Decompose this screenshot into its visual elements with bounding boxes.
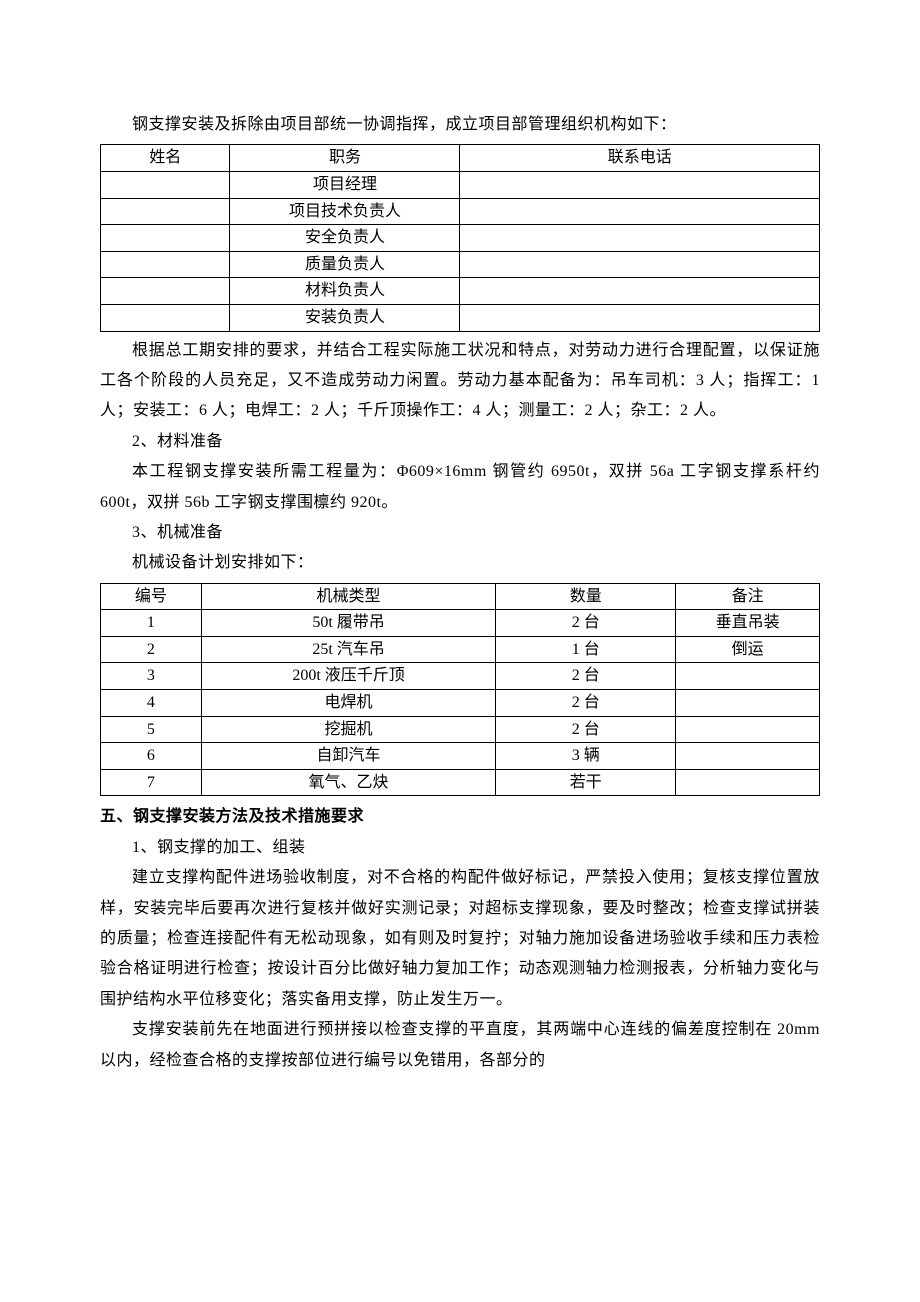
section5-p2: 支撑安装前先在地面进行预拼接以检查支撑的平直度，其两端中心连线的偏差度控制在 2… [100, 1015, 820, 1076]
section5-p1: 建立支撑构配件进场验收制度，对不合格的构配件做好标记，严禁投入使用；复核支撑位置… [100, 863, 820, 1015]
table2-header-no: 编号 [101, 583, 202, 610]
org-table: 姓名 职务 联系电话 项目经理 项目技术负责人 安全负责人 质量负责人 材料负责… [100, 144, 820, 331]
cell: 2 台 [496, 610, 676, 637]
table-row: 1 50t 履带吊 2 台 垂直吊装 [101, 610, 820, 637]
cell: 自卸汽车 [201, 743, 496, 770]
cell [676, 716, 820, 743]
cell: 2 [101, 636, 202, 663]
table1-header-position: 职务 [230, 145, 460, 172]
cell: 电焊机 [201, 690, 496, 717]
cell: 2 台 [496, 690, 676, 717]
cell [460, 304, 820, 331]
cell: 2 台 [496, 663, 676, 690]
sub3-title: 3、机械准备 [100, 518, 820, 548]
sub2-title: 2、材料准备 [100, 427, 820, 457]
table-row: 安全负责人 [101, 225, 820, 252]
section5-sub1: 1、钢支撑的加工、组装 [100, 833, 820, 863]
cell: 安装负责人 [230, 304, 460, 331]
table2-header-note: 备注 [676, 583, 820, 610]
cell: 50t 履带吊 [201, 610, 496, 637]
table-row: 项目技术负责人 [101, 198, 820, 225]
cell [101, 225, 230, 252]
section5-title: 五、钢支撑安装方法及技术措施要求 [100, 802, 820, 832]
cell: 25t 汽车吊 [201, 636, 496, 663]
cell: 质量负责人 [230, 251, 460, 278]
cell [676, 743, 820, 770]
cell: 1 台 [496, 636, 676, 663]
table-row: 安装负责人 [101, 304, 820, 331]
cell: 垂直吊装 [676, 610, 820, 637]
cell: 200t 液压千斤顶 [201, 663, 496, 690]
cell [101, 171, 230, 198]
table1-header-name: 姓名 [101, 145, 230, 172]
cell [460, 278, 820, 305]
cell [676, 690, 820, 717]
table-row: 项目经理 [101, 171, 820, 198]
sub3-text: 机械设备计划安排如下： [100, 548, 820, 578]
cell: 4 [101, 690, 202, 717]
intro-text: 钢支撑安装及拆除由项目部统一协调指挥，成立项目部管理组织机构如下： [100, 110, 820, 140]
cell [676, 769, 820, 796]
cell [101, 198, 230, 225]
sub2-text: 本工程钢支撑安装所需工程量为：Φ609×16mm 钢管约 6950t，双拼 56… [100, 457, 820, 518]
cell: 3 [101, 663, 202, 690]
cell [460, 251, 820, 278]
cell [460, 198, 820, 225]
cell: 挖掘机 [201, 716, 496, 743]
cell: 安全负责人 [230, 225, 460, 252]
table-row: 5 挖掘机 2 台 [101, 716, 820, 743]
cell: 项目技术负责人 [230, 198, 460, 225]
cell: 倒运 [676, 636, 820, 663]
table2-header-qty: 数量 [496, 583, 676, 610]
table-row: 材料负责人 [101, 278, 820, 305]
cell: 2 台 [496, 716, 676, 743]
cell [101, 304, 230, 331]
cell [460, 171, 820, 198]
cell: 若干 [496, 769, 676, 796]
labor-paragraph: 根据总工期安排的要求，并结合工程实际施工状况和特点，对劳动力进行合理配置，以保证… [100, 336, 820, 427]
table1-header-phone: 联系电话 [460, 145, 820, 172]
table-row: 3 200t 液压千斤顶 2 台 [101, 663, 820, 690]
cell: 材料负责人 [230, 278, 460, 305]
cell: 6 [101, 743, 202, 770]
table-row: 4 电焊机 2 台 [101, 690, 820, 717]
machinery-table: 编号 机械类型 数量 备注 1 50t 履带吊 2 台 垂直吊装 2 25t 汽… [100, 583, 820, 797]
cell: 3 辆 [496, 743, 676, 770]
table2-header-type: 机械类型 [201, 583, 496, 610]
cell [101, 251, 230, 278]
cell: 7 [101, 769, 202, 796]
cell: 项目经理 [230, 171, 460, 198]
cell: 氧气、乙炔 [201, 769, 496, 796]
cell [101, 278, 230, 305]
table-row: 2 25t 汽车吊 1 台 倒运 [101, 636, 820, 663]
cell: 1 [101, 610, 202, 637]
table-row: 6 自卸汽车 3 辆 [101, 743, 820, 770]
cell: 5 [101, 716, 202, 743]
cell [460, 225, 820, 252]
table-row: 7 氧气、乙炔 若干 [101, 769, 820, 796]
cell [676, 663, 820, 690]
table-row: 质量负责人 [101, 251, 820, 278]
